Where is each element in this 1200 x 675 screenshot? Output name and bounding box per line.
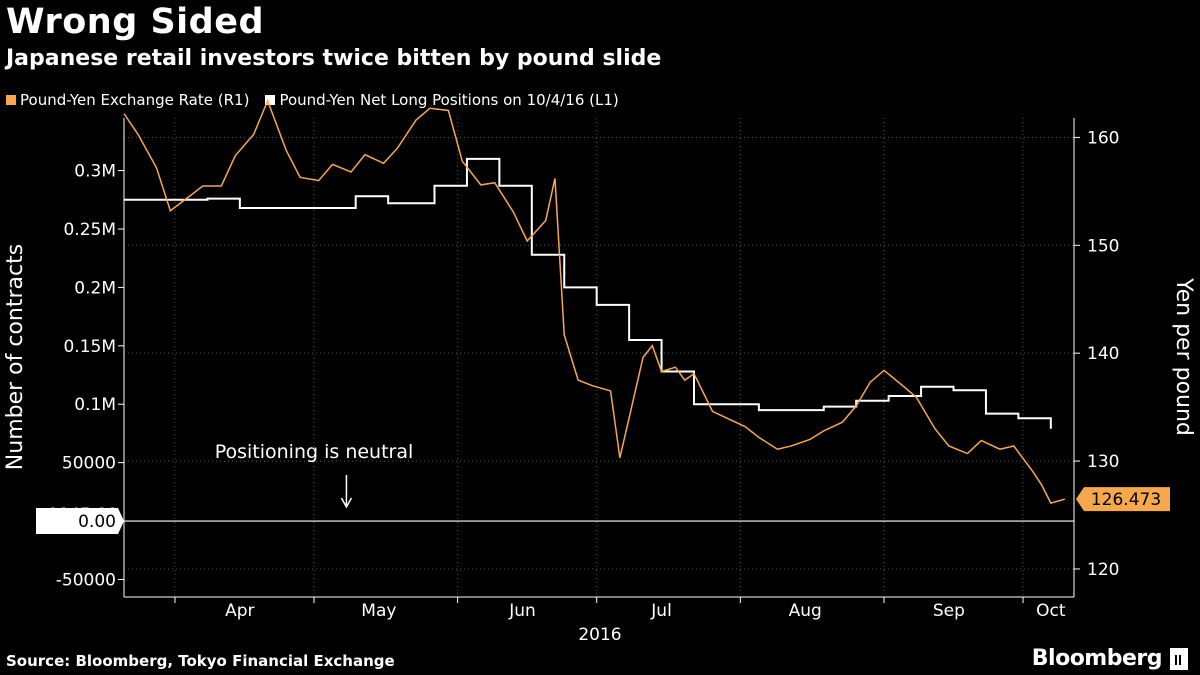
chart-title: Wrong Sided [6,2,265,42]
zero-value-flag [36,508,124,535]
x-year-label: 2016 [578,625,621,645]
right-tick-label: 130 [1087,452,1119,472]
y-right-label: Yen per pound [1171,277,1196,436]
terminal-icon [1170,647,1188,670]
source-note: Source: Bloomberg, Tokyo Financial Excha… [6,652,395,670]
annotation-arrow-head [340,497,353,509]
x-tick-label: Jul [650,601,672,621]
x-tick-label: May [361,601,396,621]
legend-swatch-rate [6,95,16,105]
left-tick-label: 0.2M [74,278,116,298]
x-tick-label: Sep [933,601,965,621]
annotation-text: Positioning is neutral [215,441,414,463]
legend-swatch-positions [265,95,276,105]
x-tick-label: Aug [789,601,822,621]
right-tick-label: 140 [1087,344,1119,364]
left-tick-label: 0.1M [74,395,116,415]
last-value-flag [1076,487,1170,512]
x-tick-label: Apr [225,601,254,621]
legend-label-rate: Pound-Yen Exchange Rate (R1) [20,91,250,109]
last-value-label: 126.473 [1091,490,1161,510]
y-left-label: Number of contracts [3,244,28,470]
left-tick-label: 0.3M [74,162,116,182]
legend-label-positions: Pound-Yen Net Long Positions on 10/4/16 … [279,91,619,109]
zero-value-label: 0.00 [78,512,116,532]
legend: Pound-Yen Exchange Rate (R1) Pound-Yen N… [6,91,619,109]
rate-series-line [123,98,1065,505]
chart-subtitle: Japanese retail investors twice bitten b… [6,46,662,71]
legend-item-rate: Pound-Yen Exchange Rate (R1) [6,91,249,109]
brand-name: Bloomberg [1031,646,1163,671]
right-tick-label: 120 [1087,560,1119,580]
brand-logo: Bloomberg [1032,646,1188,671]
x-tick-label: Oct [1036,601,1066,621]
left-tick-label: 0.15M [63,337,116,357]
left-tick-label: 50000 [62,454,116,474]
right-tick-label: 160 [1087,128,1119,148]
x-tick-label: Jun [508,601,536,621]
legend-item-positions: Pound-Yen Net Long Positions on 10/4/16 … [265,91,619,109]
right-tick-label: 150 [1087,236,1119,256]
left-tick-label: 0.25M [63,220,116,240]
left-tick-label: -50000 [56,570,116,590]
positions-series-line [124,157,1052,429]
